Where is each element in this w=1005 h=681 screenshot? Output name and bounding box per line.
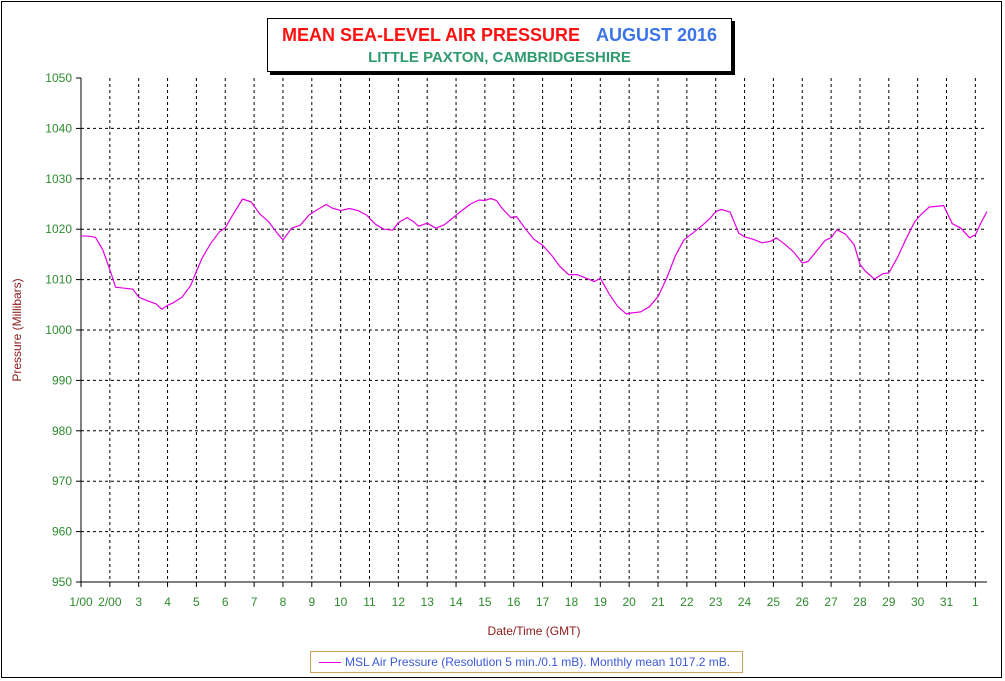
x-tick-label: 27 — [824, 595, 838, 609]
x-tick-label: 10 — [334, 595, 348, 609]
y-axis-label: Pressure (Millibars) — [10, 278, 24, 381]
legend: MSL Air Pressure (Resolution 5 min./0.1 … — [310, 651, 743, 673]
y-tick-label: 960 — [52, 525, 72, 539]
x-tick-label: 20 — [622, 595, 636, 609]
x-tick-label: 12 — [392, 595, 406, 609]
x-tick-label: 30 — [911, 595, 925, 609]
x-tick-label: 7 — [251, 595, 258, 609]
title-period: AUGUST 2016 — [596, 25, 718, 45]
x-tick-label: 1/00 — [69, 595, 93, 609]
legend-label: MSL Air Pressure (Resolution 5 min./0.1 … — [345, 655, 731, 669]
title-main: MEAN SEA-LEVEL AIR PRESSURE — [281, 25, 580, 45]
y-tick-label: 990 — [52, 373, 72, 387]
legend-swatch — [319, 661, 341, 663]
y-tick-label: 970 — [52, 474, 72, 488]
x-tick-label: 4 — [164, 595, 171, 609]
x-tick-label: 3 — [135, 595, 142, 609]
y-tick-label: 1040 — [45, 121, 72, 135]
x-tick-label: 18 — [565, 595, 579, 609]
x-tick-label: 13 — [421, 595, 435, 609]
series-line — [80, 197, 988, 315]
y-tick-label: 1050 — [45, 71, 72, 85]
x-tick-label: 14 — [449, 595, 463, 609]
x-tick-label: 23 — [709, 595, 723, 609]
x-tick-label: 22 — [680, 595, 694, 609]
chart-subtitle: LITTLE PAXTON, CAMBRIDGESHIRE — [368, 49, 631, 66]
chart-title-box: MEAN SEA-LEVEL AIR PRESSURE AUGUST 2016 L… — [267, 18, 732, 72]
y-tick-label: 1000 — [45, 323, 72, 337]
x-tick-label: 9 — [308, 595, 315, 609]
x-tick-label: 25 — [767, 595, 781, 609]
x-tick-label: 1 — [972, 595, 979, 609]
x-tick-label: 11 — [363, 595, 376, 609]
x-tick-label: 8 — [280, 595, 287, 609]
y-tick-label: 1030 — [45, 172, 72, 186]
x-tick-label: 24 — [738, 595, 752, 609]
x-tick-label: 28 — [853, 595, 867, 609]
x-tick-label: 16 — [507, 595, 521, 609]
x-tick-label: 19 — [594, 595, 608, 609]
x-tick-label: 5 — [193, 595, 200, 609]
x-tick-label: 29 — [882, 595, 896, 609]
x-tick-label: 2/00 — [98, 595, 122, 609]
x-tick-label: 17 — [536, 595, 550, 609]
x-tick-label: 6 — [222, 595, 229, 609]
y-tick-label: 1020 — [45, 222, 72, 236]
x-tick-label: 31 — [940, 595, 954, 609]
y-tick-label: 1010 — [45, 273, 72, 287]
y-tick-label: 950 — [52, 575, 72, 589]
x-tick-label: 26 — [796, 595, 810, 609]
y-tick-label: 980 — [52, 424, 72, 438]
x-tick-label: 15 — [478, 595, 492, 609]
x-tick-label: 21 — [651, 595, 665, 609]
chart-title: MEAN SEA-LEVEL AIR PRESSURE AUGUST 2016 — [268, 25, 731, 46]
x-axis-label: Date/Time (GMT) — [488, 624, 581, 638]
